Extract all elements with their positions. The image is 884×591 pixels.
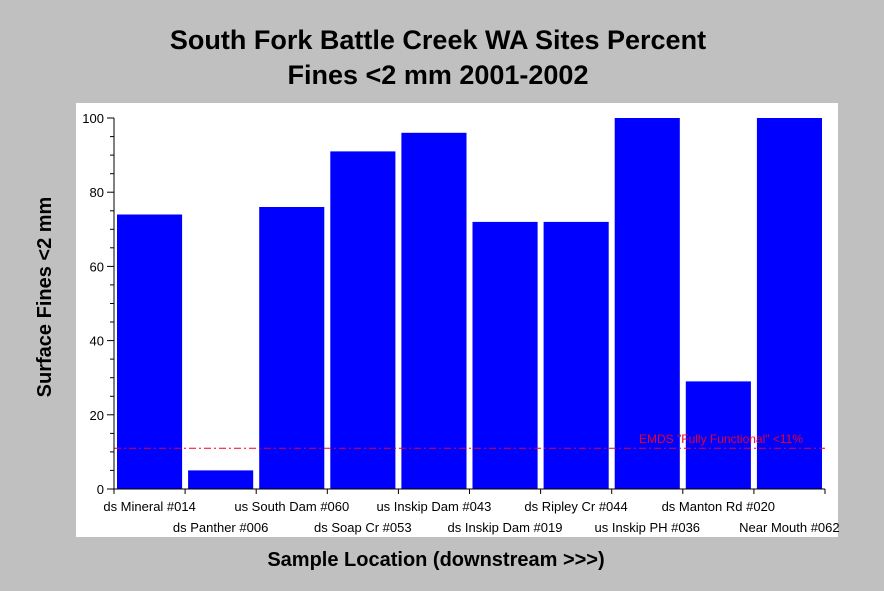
bar-3 xyxy=(259,207,325,489)
x-ticks: ds Mineral #014 ds Panther #006 us South D… xyxy=(103,489,840,535)
x-category-label: ds Soap Cr #053 xyxy=(314,520,412,535)
x-category-label: ds Panther #006 xyxy=(173,520,268,535)
reference-line-group: EMDS "Fully Functional" <11% xyxy=(114,432,825,449)
y-axis-label: Surface Fines <2 mm xyxy=(34,197,56,398)
x-category-label: ds Mineral #014 xyxy=(103,499,196,514)
y-tick-label: 0 xyxy=(97,482,104,497)
y-tick-label: 60 xyxy=(90,259,104,274)
chart-title-line-2: Fines <2 mm 2001-2002 xyxy=(288,60,589,90)
x-category-label: us Inskip PH #036 xyxy=(595,520,701,535)
bar-10 xyxy=(756,118,822,489)
reference-line-label: EMDS "Fully Functional" <11% xyxy=(639,432,803,446)
x-category-label: us South Dam #060 xyxy=(234,499,349,514)
bar-2 xyxy=(188,470,254,489)
y-tick-label: 20 xyxy=(90,408,104,423)
bar-4 xyxy=(330,151,396,489)
bar-9 xyxy=(685,381,751,489)
y-tick-label: 100 xyxy=(82,111,104,126)
x-category-label: us Inskip Dam #043 xyxy=(376,499,491,514)
bar-1 xyxy=(117,214,183,489)
x-axis-label: Sample Location (downstream >>>) xyxy=(267,549,604,571)
bar-7 xyxy=(543,221,609,489)
bars xyxy=(117,118,822,490)
x-category-label: ds Inskip Dam #019 xyxy=(448,520,563,535)
y-tick-label: 40 xyxy=(90,334,104,349)
chart-title-line-1: South Fork Battle Creek WA Sites Percent xyxy=(170,25,706,55)
x-category-label: ds Manton Rd #020 xyxy=(662,499,775,514)
bar-6 xyxy=(472,221,538,489)
bar-8 xyxy=(614,118,680,489)
x-category-label: ds Ripley Cr #044 xyxy=(524,499,627,514)
y-tick-label: 80 xyxy=(90,185,104,200)
bar-5 xyxy=(401,132,467,490)
x-category-label: Near Mouth #062 xyxy=(739,520,839,535)
y-ticks: 0 20 40 60 80 100 xyxy=(82,111,114,497)
